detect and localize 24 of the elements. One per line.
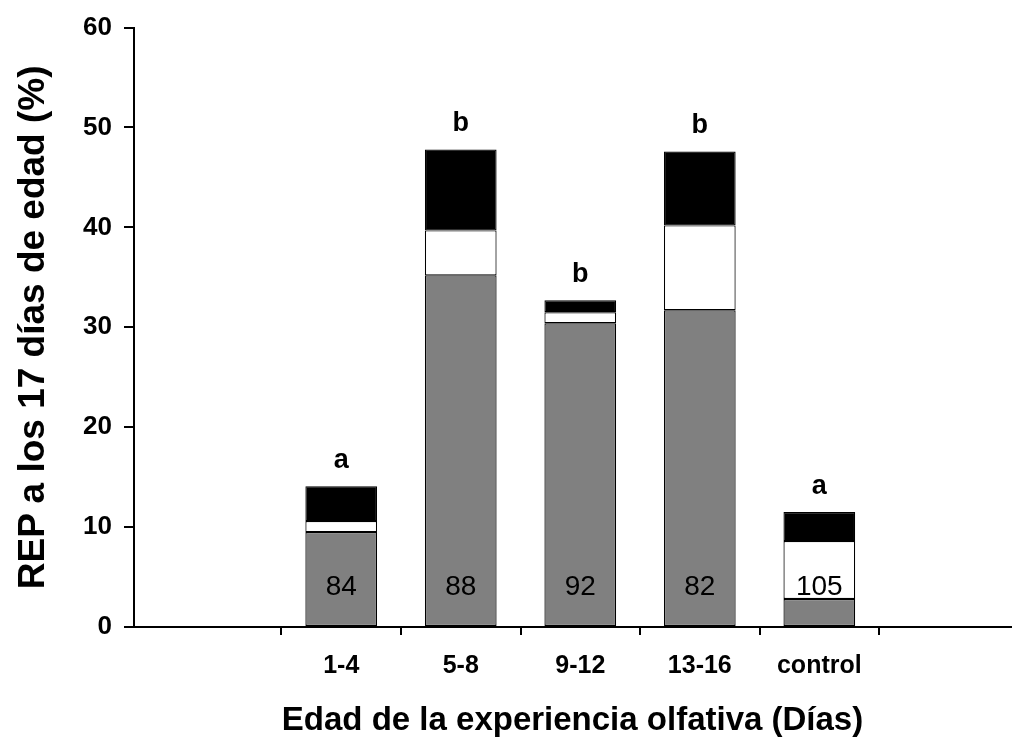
y-tick-label: 50: [83, 110, 112, 141]
x-tick-label: control: [776, 649, 862, 678]
y-tick-label: 0: [97, 610, 112, 641]
annotation: b: [452, 106, 469, 137]
y-tick-label: 10: [83, 510, 112, 541]
x-tick-label: 1-4: [323, 649, 360, 678]
annotation: 105: [795, 569, 843, 601]
x-tick-label: 9-12: [555, 649, 606, 678]
annotation: b: [572, 257, 589, 288]
annotation: a: [333, 443, 350, 474]
x-tick-label: 5-8: [442, 649, 479, 678]
x-tick-label: 13-16: [667, 649, 732, 678]
y-tick-label: 30: [83, 310, 112, 341]
annotation: b: [691, 108, 709, 139]
x-axis-title: Edad de la experiencia olfativa (Días): [281, 700, 864, 738]
y-axis-title: REP a los 17 días de edad (%): [11, 65, 53, 590]
y-tick-label: 40: [83, 210, 112, 241]
annotation: 92: [564, 569, 596, 601]
annotation: 84: [325, 569, 357, 601]
y-tick-label: 20: [83, 410, 112, 441]
annotation: 88: [445, 569, 477, 601]
annotation: 82: [684, 569, 716, 601]
annotation: a: [811, 469, 828, 500]
y-tick-label: 60: [83, 10, 112, 41]
